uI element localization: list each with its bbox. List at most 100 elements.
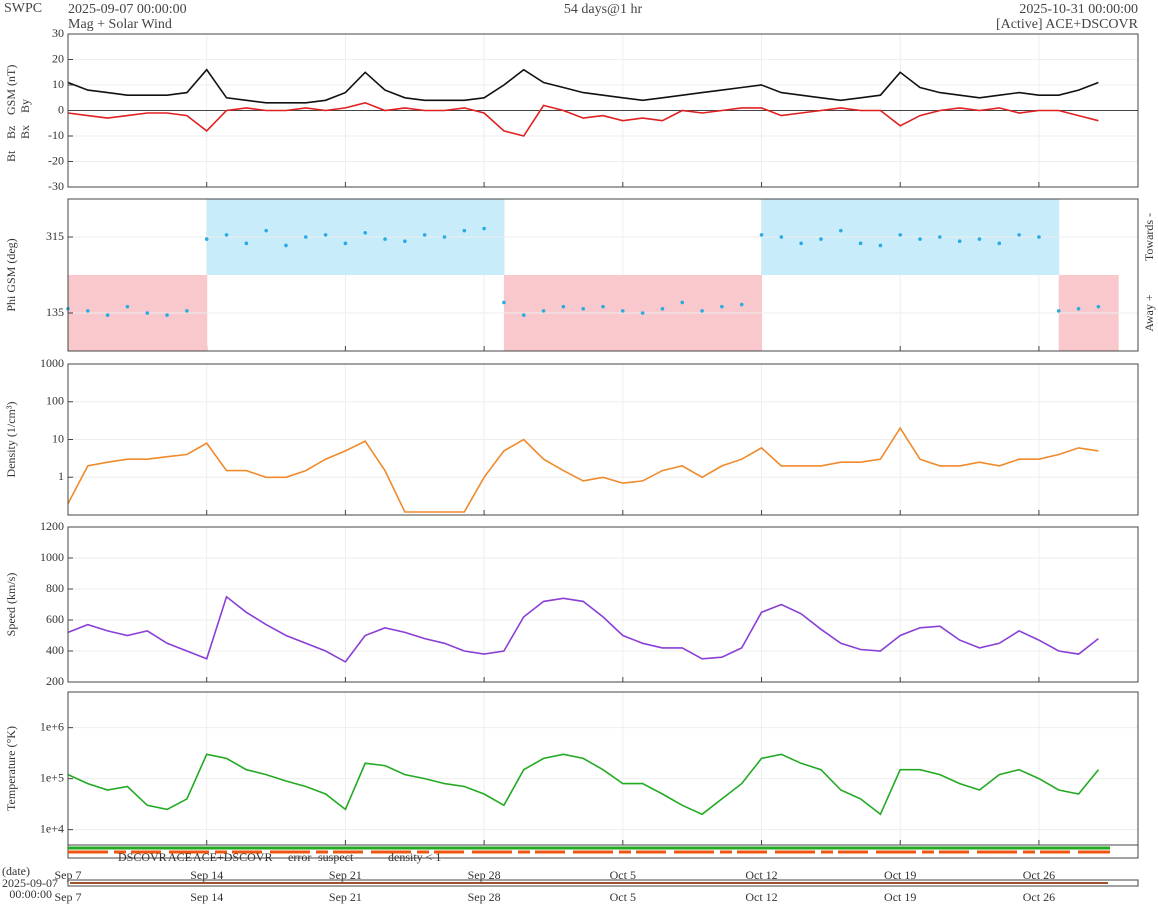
point: [403, 239, 407, 244]
x-tick-label: Oct 5: [610, 868, 636, 882]
y-tick-label: 600: [46, 612, 64, 626]
y-tick-label: 0: [58, 102, 64, 116]
point: [858, 241, 863, 246]
x-tick-label: Oct 19: [884, 868, 916, 882]
footer-time: 00:00:00: [9, 887, 52, 901]
source: [Active] ACE+DSCOVR: [996, 17, 1139, 32]
y-tick-label: 1e+6: [40, 719, 64, 733]
y-axis-label: Speed (km/s): [4, 573, 18, 637]
point: [303, 235, 308, 239]
end-time: 2025-10-31 00:00:00: [1019, 2, 1138, 17]
y-tick-label: 800: [46, 581, 64, 595]
point: [1037, 235, 1041, 239]
x-tick-label: Sep 21: [329, 868, 362, 882]
point: [323, 233, 328, 237]
span: 54 days@1 hr: [564, 2, 643, 17]
x-tick-label: Sep 21: [329, 890, 362, 904]
product-name: Mag + Solar Wind: [68, 17, 172, 32]
point: [204, 237, 209, 241]
sector-label: Away +: [1142, 294, 1156, 332]
x-tick-label: Sep 7: [55, 890, 82, 904]
x-tick-label: Oct 19: [884, 890, 916, 904]
y-tick-label: 30: [52, 26, 64, 40]
point: [918, 237, 922, 241]
legend-entry: density < 1: [388, 850, 441, 864]
x-tick-label: Oct 12: [745, 868, 777, 882]
point: [581, 306, 585, 311]
point: [284, 243, 288, 248]
y-tick-label: 1e+5: [40, 770, 64, 784]
point: [779, 235, 784, 239]
point: [997, 241, 1002, 246]
x-tick-label: Sep 14: [190, 890, 223, 904]
y-tick-label: -10: [48, 128, 64, 142]
point: [343, 241, 348, 246]
y-tick-label: 1e+4: [40, 821, 64, 835]
point: [125, 304, 130, 309]
point: [1076, 306, 1081, 311]
point: [799, 241, 803, 246]
panel-frame: [67, 198, 1139, 352]
series-line: [67, 68, 1099, 104]
y-tick-label: 315: [46, 229, 64, 243]
series-line: [67, 753, 1100, 816]
point: [521, 313, 526, 317]
point: [1056, 309, 1061, 313]
panel-frame: [67, 691, 1139, 846]
y-tick-label: 1: [58, 469, 64, 483]
x-tick-label: Sep 14: [190, 868, 223, 882]
y-tick-label: 1000: [40, 550, 64, 564]
point: [264, 228, 268, 233]
point: [422, 233, 427, 237]
point: [700, 309, 704, 313]
y-tick-label: 100: [46, 394, 64, 408]
point: [462, 228, 467, 233]
x-tick-label: Sep 28: [468, 890, 501, 904]
point: [482, 226, 486, 231]
point: [244, 241, 249, 246]
y-tick-label: 10: [52, 77, 64, 91]
y-tick-label: -30: [48, 179, 64, 193]
y-axis-label: GSM (nT): [4, 65, 18, 115]
series-line: [67, 595, 1099, 663]
point: [898, 233, 903, 237]
y-tick-label: 135: [46, 305, 64, 319]
panel-frame: [67, 33, 1139, 188]
x-tick-label: Oct 26: [1023, 868, 1055, 882]
y-tick-label: 20: [52, 51, 64, 65]
x-tick-label: Oct 12: [745, 890, 777, 904]
y-tick-label: 400: [46, 643, 64, 657]
point: [383, 237, 387, 241]
point: [363, 230, 368, 235]
x-tick-label: Sep 28: [468, 868, 501, 882]
legend-entry: DSCOVR: [118, 850, 167, 864]
start-time: 2025-09-07 00:00:00: [68, 2, 187, 17]
point: [660, 306, 665, 311]
site-name: SWPC: [4, 1, 42, 16]
point: [561, 304, 566, 309]
point: [759, 233, 764, 237]
point: [739, 302, 744, 307]
series-label: Bt: [4, 150, 18, 162]
point: [640, 311, 645, 315]
y-tick-label: 200: [46, 674, 64, 688]
legend-entry: ACE: [168, 850, 192, 864]
point: [442, 235, 447, 239]
panel-frame: [67, 526, 1139, 683]
component-label: Bx: [18, 125, 32, 139]
point: [720, 304, 724, 309]
point: [86, 309, 90, 313]
point: [145, 311, 150, 315]
point: [819, 237, 823, 241]
point: [224, 233, 229, 237]
footer-date: 2025-09-07: [2, 876, 58, 890]
component-label: By: [18, 99, 32, 113]
point: [541, 309, 546, 313]
sector-label: Towards -: [1142, 213, 1156, 261]
x-tick-label: Sep 7: [55, 868, 82, 882]
point: [165, 313, 169, 317]
point: [601, 304, 605, 309]
date-label: (date): [2, 864, 30, 878]
series-line: [67, 101, 1099, 137]
